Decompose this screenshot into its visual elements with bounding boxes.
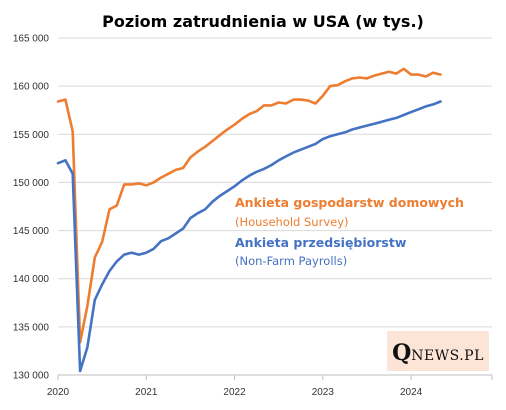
y-tick-label: 135 000 [13,322,50,333]
y-tick-label: 155 000 [13,130,50,141]
y-tick-label: 165 000 [13,34,50,45]
y-tick-label: 140 000 [13,274,50,285]
grid [58,37,492,328]
y-tick-label: 160 000 [13,82,50,93]
x-tick-label: 2021 [135,387,158,398]
series-layer [56,67,442,373]
logo: QNEWS.PL [387,331,489,371]
y-tick-label: 150 000 [13,178,50,189]
x-tick-label: 2023 [312,387,335,398]
y-tick-label: 145 000 [13,226,50,237]
series-line-household [56,67,442,344]
x-tick-label: 2022 [223,387,246,398]
legend: Ankieta gospodarstw domowych (Household … [235,195,464,268]
legend-household-subtitle: (Household Survey) [235,215,349,229]
legend-household-name: Ankieta gospodarstw domowych [235,195,464,210]
legend-nonfarm-subtitle: (Non-Farm Payrolls) [235,254,347,268]
chart-title: Poziom zatrudnienia w USA (w tys.) [102,12,424,31]
logo-background [387,331,489,371]
y-axis-ticks: 130 000 135 000 140 000 145 000 150 000 155 0… [13,34,50,382]
logo-text: QNEWS.PL [392,340,484,366]
x-tick-label: 2024 [400,387,423,398]
legend-nonfarm-name: Ankieta przedsiębiorstw [235,235,407,250]
series-line-nonfarm [56,100,442,373]
y-tick-label: 130 000 [13,371,50,382]
x-axis-ticks: 2020 2021 2022 2023 2024 [47,375,493,398]
x-tick-label: 2020 [47,387,70,398]
